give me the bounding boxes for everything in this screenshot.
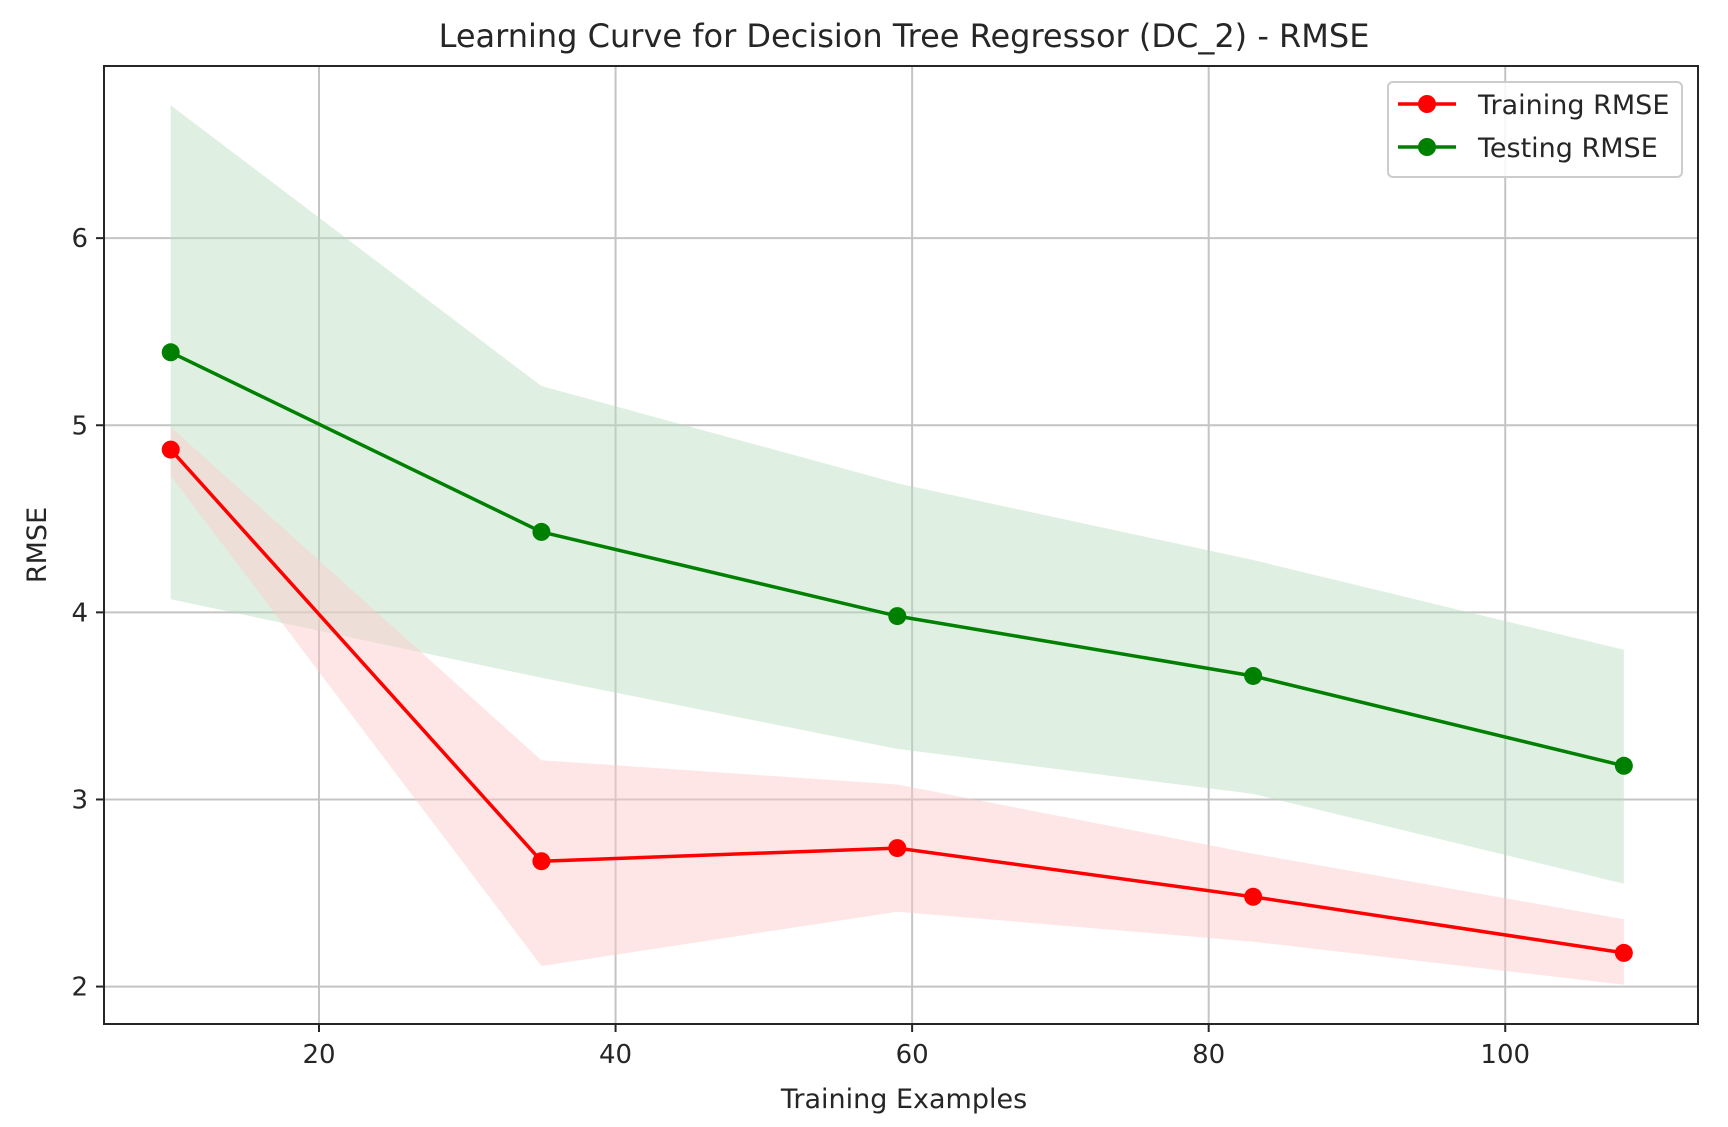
testing-legend-label: Testing RMSE (1477, 133, 1658, 164)
training-std-band (170, 427, 1624, 985)
legend: Training RMSE Testing RMSE (1387, 81, 1683, 178)
testing-legend-marker (1418, 138, 1436, 156)
testing-rmse-point (161, 343, 180, 362)
axis-ticks: 20 40 60 80 100 2 3 4 5 6 (71, 224, 1530, 1070)
testing-rmse-point (1244, 666, 1263, 685)
training-legend-marker (1418, 95, 1436, 113)
y-tick-label: 4 (71, 598, 88, 628)
plot-frame (103, 65, 1699, 1025)
x-tick-label: 20 (302, 1040, 335, 1070)
training-rmse-point (161, 440, 180, 459)
y-tick-label: 2 (71, 973, 88, 1003)
y-axis-label: RMSE (22, 507, 53, 583)
training-rmse-point (532, 852, 551, 871)
testing-std-band (170, 105, 1624, 884)
y-tick-label: 5 (71, 411, 88, 441)
x-tick-label: 40 (599, 1040, 632, 1070)
x-tick-label: 60 (896, 1040, 929, 1070)
confidence-bands (170, 105, 1624, 985)
testing-rmse-point (532, 522, 551, 541)
chart-title: Learning Curve for Decision Tree Regress… (439, 17, 1370, 55)
testing-rmse-point (888, 607, 907, 626)
x-tick-label: 80 (1192, 1040, 1225, 1070)
x-tick-label: 100 (1480, 1040, 1530, 1070)
testing-rmse-point (1614, 756, 1633, 775)
training-legend-label: Training RMSE (1477, 90, 1669, 121)
y-tick-label: 6 (71, 224, 88, 254)
y-tick-label: 3 (71, 785, 88, 815)
series-points (161, 343, 1633, 962)
legend-box (1387, 81, 1683, 178)
grid (104, 66, 1698, 1024)
training-rmse-point (1614, 943, 1633, 962)
training-rmse-point (1244, 887, 1263, 906)
x-axis-label: Training Examples (780, 1084, 1027, 1115)
training-rmse-point (888, 839, 907, 858)
